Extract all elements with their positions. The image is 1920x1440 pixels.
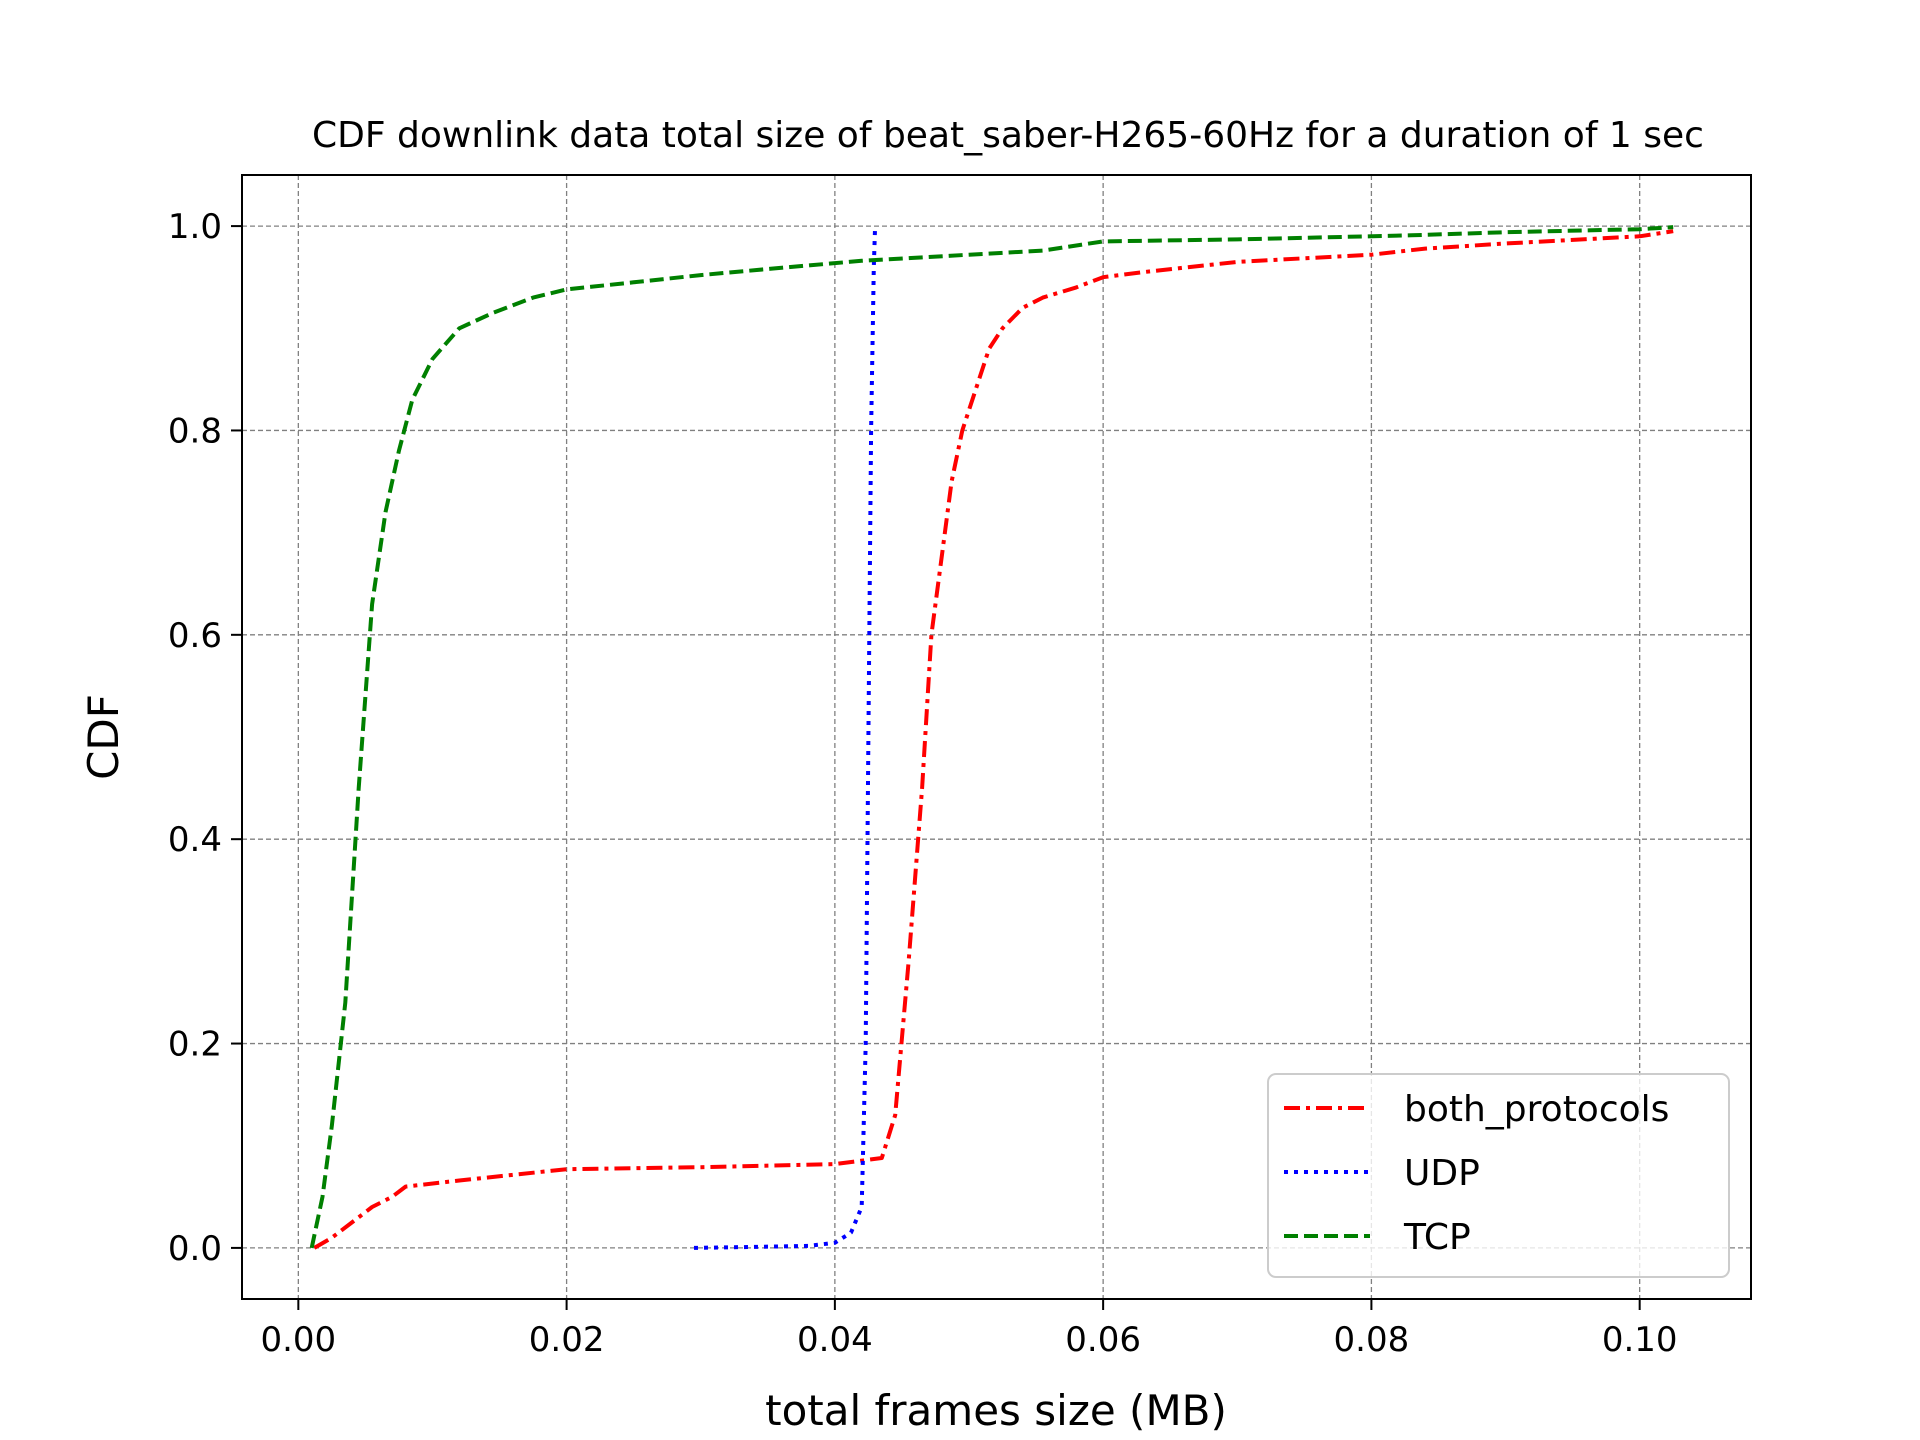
x-tick-label: 0.06 [1065, 1320, 1141, 1360]
series-tcp-line [309, 225, 1674, 1249]
y-tick-label: 0.0 [168, 1229, 222, 1269]
grid [242, 175, 1751, 1299]
y-tick-label: 0.4 [168, 820, 222, 860]
y-tick-label: 0.2 [168, 1025, 222, 1065]
y-tick-label: 1.0 [168, 207, 222, 247]
axis-ticks: 0.00 0.02 0.04 0.06 0.08 0.10 0.0 0.2 0.4 0.6 0.8 1… [168, 207, 1678, 1360]
plot-frame [241, 174, 1752, 1300]
y-tick-label: 0.6 [168, 616, 222, 656]
series-lines [309, 225, 1674, 1250]
x-tick-label: 0.04 [797, 1320, 873, 1360]
legend-label: TCP [1403, 1217, 1471, 1258]
legend-label: UDP [1404, 1153, 1480, 1194]
x-tick-label: 0.08 [1334, 1320, 1410, 1360]
y-tick-label: 0.8 [168, 411, 222, 451]
legend-box [1267, 1073, 1730, 1278]
x-axis-title: total frames size (MB) [765, 1386, 1227, 1435]
legend-label: both_protocols [1404, 1089, 1669, 1130]
series-both-protocols-line [313, 229, 1674, 1250]
chart-title: CDF downlink data total size of beat_sab… [312, 115, 1704, 156]
x-tick-label: 0.00 [260, 1320, 336, 1360]
legend: both_protocols UDP TCP [1267, 1073, 1730, 1278]
x-tick-label: 0.10 [1602, 1320, 1678, 1360]
y-axis-title: CDF [79, 694, 128, 780]
x-tick-label: 0.02 [529, 1320, 605, 1360]
